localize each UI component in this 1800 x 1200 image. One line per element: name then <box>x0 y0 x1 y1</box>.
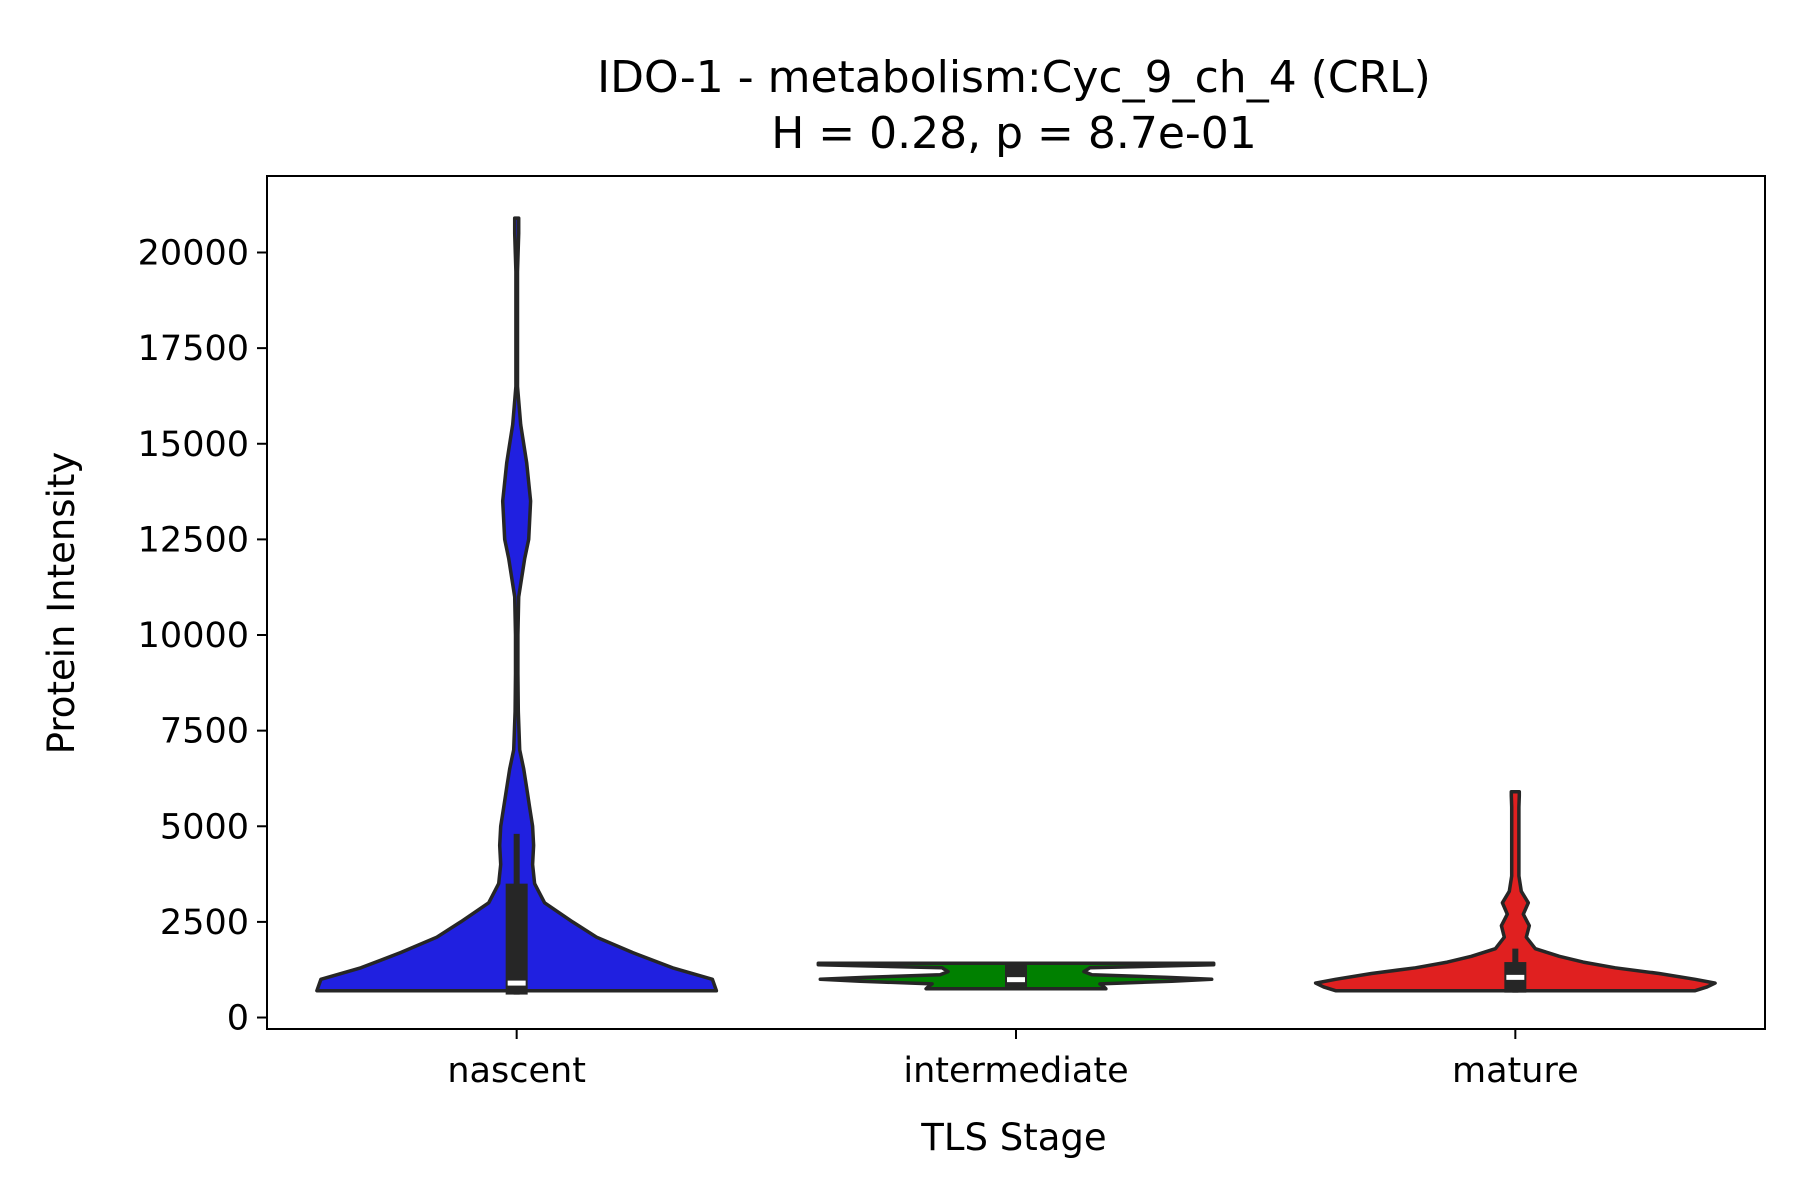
x-axis-label: TLS Stage <box>920 1116 1106 1159</box>
x-tick-label-intermediate: intermediate <box>903 1051 1128 1091</box>
x-tick-label-nascent: nascent <box>447 1051 586 1091</box>
y-tick-label: 20000 <box>138 234 249 274</box>
y-tick-label: 12500 <box>138 520 249 560</box>
iqr-box-nascent <box>505 883 528 995</box>
plot-area-frame <box>266 175 1766 1030</box>
iqr-box-intermediate <box>1005 963 1027 987</box>
median-marker-intermediate <box>1007 977 1025 983</box>
violin-body-mature <box>1313 790 1717 993</box>
chart-subtitle: H = 0.28, p = 8.7e-01 <box>771 108 1257 159</box>
violin-body-nascent <box>315 216 719 993</box>
y-tick-label: 0 <box>227 999 249 1039</box>
chart-title: IDO-1 - metabolism:Cyc_9_ch_4 (CRL) <box>597 52 1431 103</box>
x-axis-ticks: nascent intermediate mature <box>447 1029 1579 1091</box>
y-tick-label: 10000 <box>138 616 249 656</box>
x-tick-label-mature: mature <box>1452 1051 1579 1091</box>
median-marker-nascent <box>507 980 526 986</box>
y-axis-label: Protein Intensity <box>40 452 83 755</box>
y-tick-label: 15000 <box>138 425 249 465</box>
median-marker-mature <box>1506 974 1525 980</box>
y-tick-label: 7500 <box>160 712 249 752</box>
y-tick-label: 2500 <box>160 903 249 943</box>
y-tick-label: 17500 <box>138 329 249 369</box>
y-tick-label: 5000 <box>160 807 249 847</box>
y-axis-ticks: 0 2500 5000 7500 10000 12500 15000 17500 20000 <box>138 234 267 1039</box>
violin-layer <box>315 216 1717 995</box>
